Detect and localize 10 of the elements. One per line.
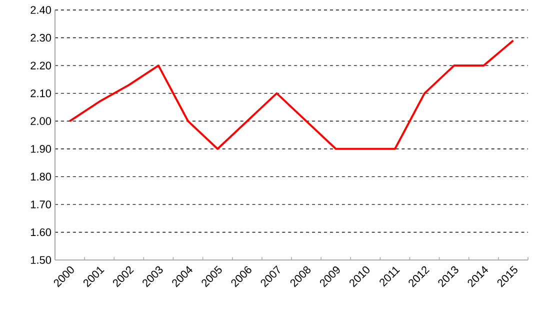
y-tick-label: 1.90 — [30, 145, 52, 153]
y-tick-label: 2.10 — [30, 89, 52, 98]
y-tick-label: 2.30 — [30, 34, 52, 42]
y-tick-label: 1.60 — [30, 228, 52, 236]
y-tick-label: 1.70 — [30, 200, 52, 208]
y-tick-label: 2.20 — [30, 62, 52, 70]
y-tick-label: 2.40 — [30, 6, 52, 14]
y-tick-label: 1.50 — [30, 256, 52, 264]
y-tick-label: 2.00 — [30, 117, 52, 125]
y-tick-label: 1.80 — [30, 172, 52, 181]
